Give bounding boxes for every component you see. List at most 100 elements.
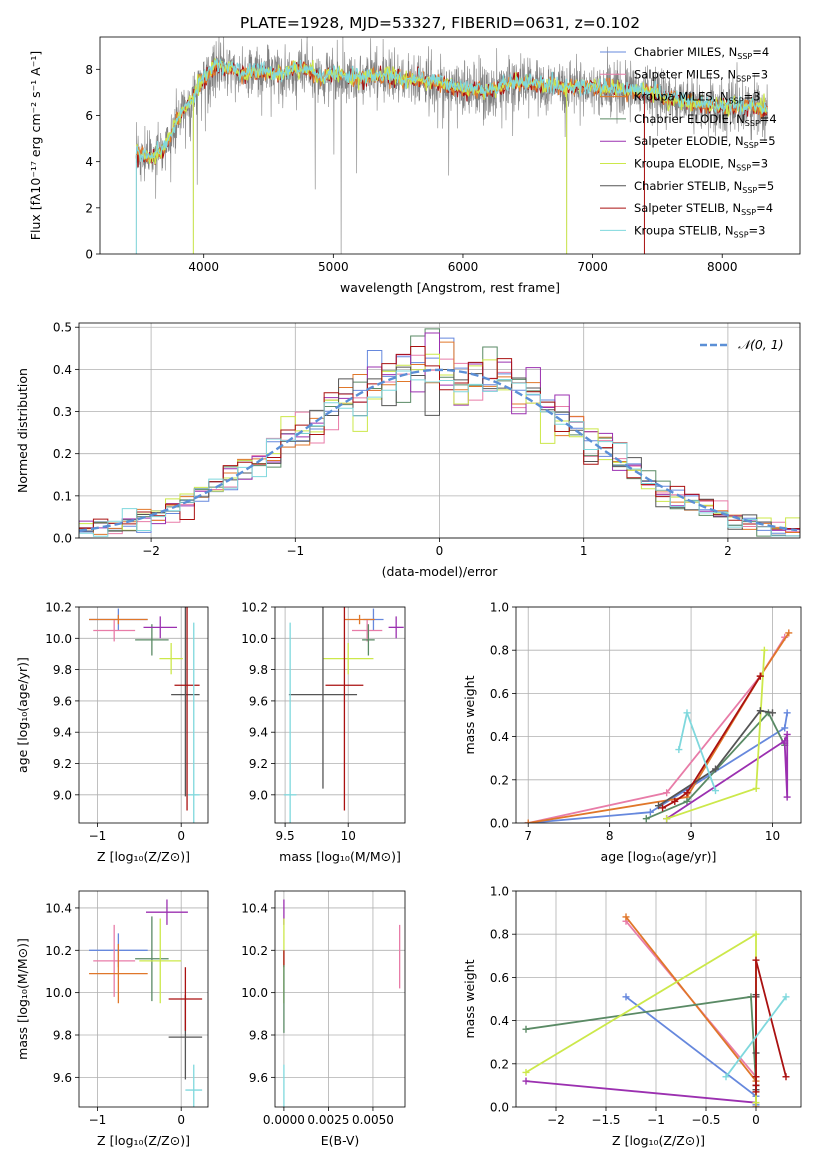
marker [522, 1068, 530, 1076]
y-tick-label: 10.0 [241, 986, 268, 1000]
errorbar-chabrier-elodie [362, 624, 375, 656]
panel-weight-vs-z: −2 −1.5 −1 −0.5 0 0.0 0.2 0.4 0.6 0.8 1.0 Z [log₁₀(… [462, 885, 802, 1148]
x-tick-label: 2 [724, 544, 732, 558]
panel-age-vs-mass: 9.5 10 9.0 9.2 9.4 9.6 9.8 10.0 10.2 mass [log₁₀(… [241, 601, 406, 864]
y-tick-label: 9.0 [53, 788, 72, 802]
axes-frame [99, 36, 801, 255]
series-chabrier-elodie [645, 711, 786, 820]
y-axis-label: mass [log₁₀(M/M⊙)] [15, 938, 30, 1060]
y-tick-label: 6 [85, 109, 93, 123]
marker [782, 993, 790, 1001]
y-axis-label: mass weight [462, 959, 477, 1038]
series-salpeter-elodie [525, 1080, 757, 1104]
axes-frame [78, 322, 801, 539]
marker [752, 930, 760, 938]
y-tick-label: 0.0 [490, 1101, 509, 1115]
marker [524, 819, 532, 823]
series-salpeter-elodie [666, 734, 789, 820]
series-chabrier-miles [625, 996, 757, 1105]
x-tick-label: 5000 [318, 260, 349, 274]
y-tick-label: 0 [85, 248, 93, 262]
y-tick-label: 9.6 [249, 1071, 268, 1085]
errorbar-kroupa-miles [344, 614, 375, 625]
axes-frame [515, 606, 802, 824]
y-tick-label: 10.4 [241, 901, 268, 915]
x-tick-label: −1 [286, 544, 304, 558]
spectrum-model [135, 58, 768, 163]
plot-area [89, 899, 203, 1107]
errorbar-kroupa-stelib [187, 622, 200, 823]
y-tick-label: 10.2 [241, 601, 268, 615]
marker [756, 672, 764, 680]
series-kroupa-miles [528, 632, 790, 823]
axes-frame [78, 606, 209, 824]
errorbar-chabrier-stelib [171, 607, 200, 797]
y-tick-label: 10.0 [45, 632, 72, 646]
marker [522, 1077, 530, 1085]
legend-entry: Kroupa STELIB, NSSP=3 [634, 223, 765, 239]
errorbar-salpeter-stelib [174, 607, 200, 811]
y-tick-label: 4 [85, 155, 93, 169]
marker [785, 629, 793, 637]
legend-entry: Chabrier ELODIE, NSSP=4 [634, 112, 777, 128]
marker [752, 1099, 760, 1107]
y-tick-label: 0.0 [490, 817, 509, 831]
errorbar-kroupa-elodie [159, 643, 183, 675]
errorbar-chabrier-elodie [135, 916, 169, 1002]
marker [675, 746, 683, 754]
spectrum-model [135, 60, 768, 162]
series-chabrier-elodie [525, 995, 757, 1103]
legend-entry: Chabrier STELIB, NSSP=5 [634, 179, 774, 195]
marker [783, 793, 791, 801]
legend-entry: 𝒩(0, 1) [738, 337, 784, 352]
y-tick-label: 9.6 [53, 694, 72, 708]
y-tick-label: 0.2 [490, 1057, 509, 1071]
series-salpeter-stelib [662, 675, 762, 809]
y-tick-label: 9.8 [53, 1029, 72, 1043]
x-tick-label: 0.0050 [352, 1113, 394, 1127]
y-tick-label: 0.6 [490, 687, 509, 701]
errorbar-kroupa-stelib [185, 1064, 203, 1107]
y-tick-label: 0.2 [490, 773, 509, 787]
legend-entry: Chabrier MILES, NSSP=4 [634, 45, 769, 61]
series-kroupa-stelib [725, 996, 787, 1078]
errorbar-salpeter-miles [93, 619, 136, 642]
marker [622, 993, 630, 1001]
plot-area [283, 607, 404, 823]
series-salpeter-stelib [755, 959, 787, 1092]
marker [663, 815, 671, 823]
plot-area [283, 899, 401, 1107]
axes-frame [274, 606, 406, 824]
x-tick-label: 0.0000 [263, 1113, 305, 1127]
x-axis-label: wavelength [Angstrom, rest frame] [340, 280, 560, 295]
marker [683, 789, 691, 797]
marker [659, 804, 667, 812]
y-tick-label: 0.8 [490, 928, 509, 942]
errorbar-kroupa-elodie [139, 918, 182, 1004]
x-axis-label: Z [log₁₀(Z/Z⊙)] [97, 849, 190, 864]
marker [752, 1088, 760, 1096]
errorbar-chabrier-elodie [135, 624, 169, 656]
x-axis-label: Z [log₁₀(Z/Z⊙)] [97, 1133, 190, 1148]
gridlines [275, 606, 405, 823]
marker [781, 739, 789, 747]
errorbar-salpeter-stelib [168, 967, 203, 1031]
y-tick-label: 9.6 [249, 694, 268, 708]
plot-area [524, 629, 793, 823]
marker [783, 730, 791, 738]
y-tick-label: 0.5 [53, 321, 72, 335]
x-tick-label: 9.5 [276, 829, 295, 843]
y-axis-label: age [log₁₀(age/yr)] [15, 657, 30, 773]
legend-entry: Salpeter ELODIE, NSSP=5 [634, 134, 776, 150]
errorbar-salpeter-elodie [388, 616, 404, 639]
gridlines [516, 890, 801, 1108]
marker [756, 707, 764, 715]
x-tick-label: 0.0025 [307, 1113, 349, 1127]
x-tick-label: −1 [89, 1113, 107, 1127]
y-tick-label: 8 [85, 63, 93, 77]
legend: 𝒩(0, 1) [700, 337, 784, 352]
x-tick-label: 0 [177, 829, 185, 843]
x-tick-label: 7000 [577, 260, 608, 274]
marker [752, 1081, 760, 1089]
y-tick-label: 0.8 [490, 644, 509, 658]
